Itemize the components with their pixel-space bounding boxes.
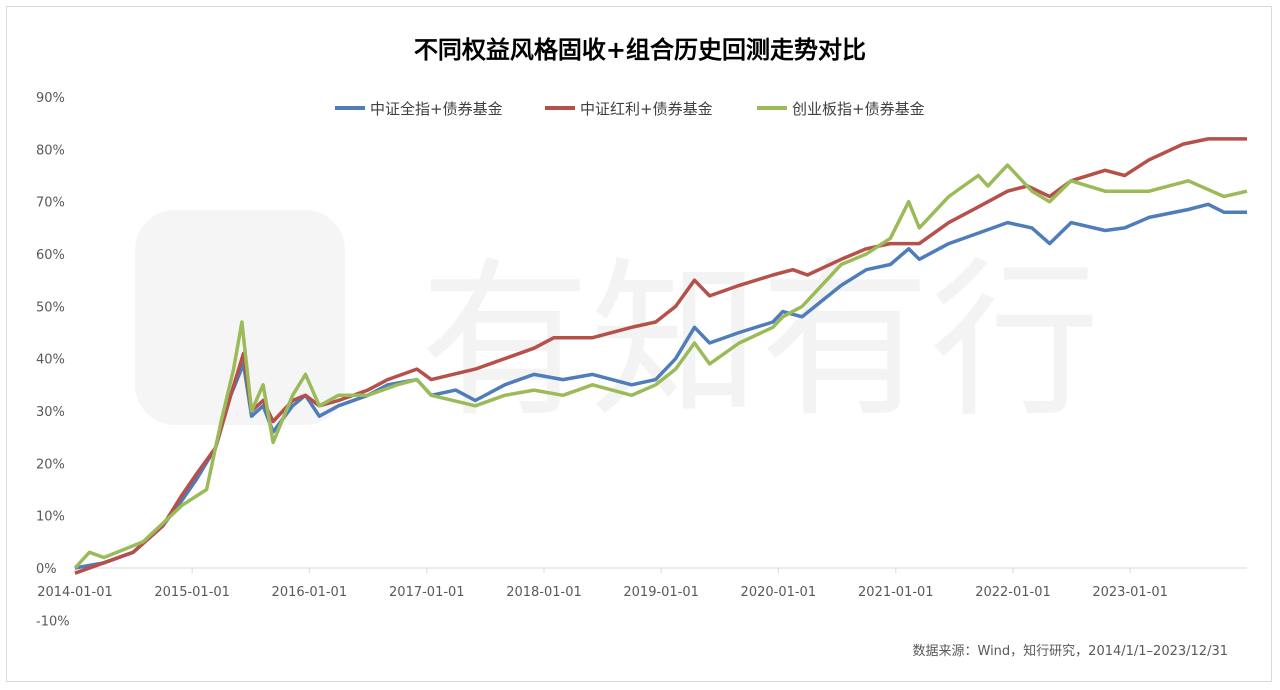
- y-tick-label: 50%: [36, 300, 65, 315]
- y-tick-label: 70%: [36, 196, 65, 211]
- x-tick-label: 2019-01-01: [623, 585, 699, 600]
- x-tick-label: 2017-01-01: [389, 585, 465, 600]
- x-tick-label: 2015-01-01: [154, 585, 230, 600]
- y-tick-label: 40%: [36, 353, 65, 368]
- y-tick-label: 30%: [36, 405, 65, 420]
- x-tick-label: 2016-01-01: [272, 585, 348, 600]
- y-axis: -10% 0% 10% 20% 30% 40% 50% 60% 70% 80% 90%: [36, 91, 70, 629]
- x-tick-label: 2014-01-01: [37, 585, 113, 600]
- y-tick-label: 60%: [36, 248, 65, 263]
- x-tick-label: 2022-01-01: [975, 585, 1051, 600]
- watermark: 有知有行: [135, 210, 1100, 441]
- y-tick-label: 80%: [36, 143, 65, 158]
- legend-label: 创业板指+债券基金: [792, 100, 925, 118]
- y-tick-label: 20%: [36, 457, 65, 472]
- y-tick-label: -10%: [36, 614, 70, 629]
- y-tick-label: 10%: [36, 510, 65, 525]
- legend-label: 中证红利+债券基金: [580, 100, 713, 118]
- y-tick-label: 0%: [36, 562, 57, 577]
- x-tick-label: 2021-01-01: [858, 585, 934, 600]
- source-note: 数据来源：Wind，知行研究，2014/1/1–2023/12/31: [913, 643, 1229, 659]
- legend: 中证全指+债券基金 中证红利+债券基金 创业板指+债券基金: [335, 100, 925, 118]
- series-line-2: [73, 163, 1248, 570]
- x-tick-label: 2018-01-01: [506, 585, 582, 600]
- series-lines: [73, 137, 1248, 575]
- watermark-logo: [135, 210, 345, 425]
- watermark-text: 有知有行: [420, 243, 1100, 441]
- x-tick-label: 2020-01-01: [741, 585, 817, 600]
- x-tick-label: 2023-01-01: [1092, 585, 1168, 600]
- x-axis: 2014-01-01 2015-01-01 2016-01-01 2017-01-01…: [37, 567, 1247, 600]
- legend-label: 中证全指+债券基金: [370, 100, 503, 118]
- chart-title: 不同权益风格固收+组合历史回测走势对比: [414, 36, 866, 64]
- y-tick-label: 90%: [36, 91, 65, 106]
- chart-frame: [6, 6, 1272, 682]
